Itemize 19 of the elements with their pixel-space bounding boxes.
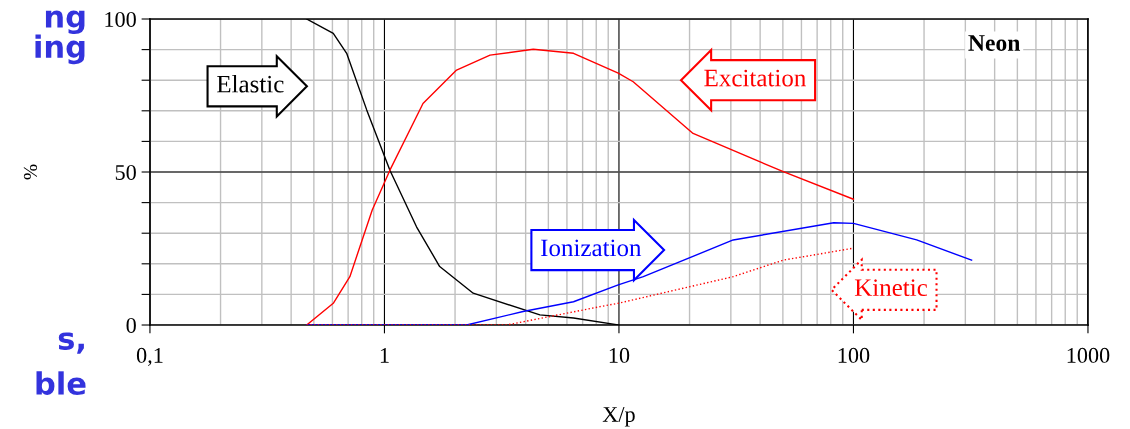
y-tick-label: 50 xyxy=(115,164,136,180)
series-label: Kinetic xyxy=(854,279,927,297)
series-label: Excitation xyxy=(704,69,806,87)
text: s, xyxy=(58,332,84,354)
y-tick-label: 0 xyxy=(126,317,136,333)
x-tick-label: 1 xyxy=(380,347,389,363)
text: Elastic xyxy=(217,74,284,93)
y-tick-label: 100 xyxy=(105,11,136,27)
text: ble xyxy=(36,371,86,395)
text: Neon xyxy=(968,35,1021,51)
series-label: Ionization xyxy=(541,239,642,257)
text: ing xyxy=(35,34,85,65)
y-axis-title: % xyxy=(23,164,38,180)
x-tick-label: 0,1 xyxy=(136,347,163,367)
x-tick-label: 1000 xyxy=(1067,347,1110,363)
x-tick-label: 10 xyxy=(609,347,630,363)
x-axis-title: X/p xyxy=(602,407,635,427)
text: ng xyxy=(45,10,85,35)
x-tick-label: 100 xyxy=(838,347,870,363)
